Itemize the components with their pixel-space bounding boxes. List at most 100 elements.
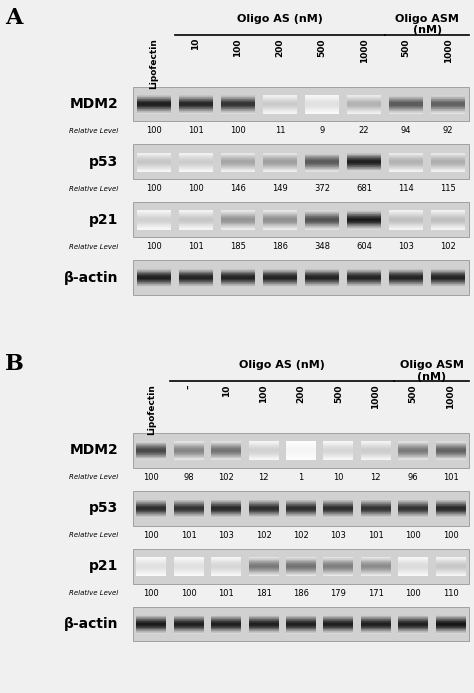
Bar [361,558,391,559]
Bar [249,456,279,457]
Bar [249,620,279,621]
Bar [347,218,381,219]
Bar [398,456,428,457]
Bar [305,277,339,278]
Bar [179,101,213,102]
Bar [174,452,204,453]
Bar [347,171,381,172]
Bar [174,499,204,500]
Bar [137,162,171,163]
Bar [221,95,255,96]
Bar [436,450,465,451]
Bar [431,223,465,224]
Bar [179,213,213,214]
Bar [286,566,316,567]
Bar [137,574,166,575]
Bar [436,565,465,566]
Bar [221,219,255,220]
Bar [361,511,391,512]
Text: MDM2: MDM2 [70,444,118,457]
Bar [174,570,204,571]
Bar [179,214,213,215]
Bar [174,512,204,513]
Bar [305,227,339,228]
Bar [347,109,381,110]
Bar [249,568,279,569]
Bar [389,104,423,105]
Bar [221,277,255,278]
Bar [436,444,465,445]
Bar [389,162,423,163]
Bar [137,631,166,632]
Bar [305,281,339,282]
Bar [436,620,465,621]
Bar [263,96,297,97]
Bar [361,566,391,567]
Bar [347,222,381,223]
Bar [431,280,465,281]
Text: Lipofectin: Lipofectin [149,38,158,89]
Bar [249,441,279,442]
Text: MDM2: MDM2 [70,97,118,111]
Bar [436,616,465,617]
Bar [347,98,381,99]
Bar [436,450,465,451]
Bar [286,622,316,623]
Bar [347,221,381,222]
Bar [286,511,316,512]
Bar [436,575,465,576]
Bar [431,215,465,216]
Bar [249,505,279,506]
Bar [263,216,297,217]
Bar [221,152,255,153]
Bar [249,517,279,518]
Bar [263,104,297,105]
Bar [286,620,316,621]
Bar [398,442,428,444]
Bar [263,270,297,271]
Bar [398,450,428,451]
Bar [249,625,279,626]
Bar [137,512,166,513]
Bar [263,220,297,221]
Bar [211,505,241,506]
Text: 115: 115 [440,184,456,193]
Bar [286,510,316,511]
Text: 500: 500 [401,38,410,57]
Bar [361,561,391,562]
Bar [211,443,241,444]
Bar [347,104,381,105]
Text: 100: 100 [144,588,159,597]
Bar [347,163,381,164]
Bar [137,228,171,229]
Bar [431,226,465,227]
Bar [323,615,353,616]
Bar [347,227,381,228]
Bar [398,517,428,518]
Bar [431,275,465,276]
Bar [174,569,204,570]
Bar [221,157,255,159]
Bar [249,512,279,513]
Bar [286,503,316,504]
Bar [137,441,166,442]
Bar [347,272,381,273]
Bar [174,620,204,621]
Bar [389,287,423,288]
Bar [137,274,171,275]
Bar [137,163,171,164]
Bar [361,502,391,503]
Bar [179,273,213,274]
Bar [137,615,166,616]
Bar [305,110,339,111]
Bar [436,515,465,516]
Bar [361,559,391,560]
Bar [398,509,428,510]
Bar [436,446,465,447]
Bar [133,145,469,179]
Bar [398,445,428,446]
Bar [221,218,255,219]
Bar [347,226,381,227]
Bar [137,113,171,114]
Bar [361,619,391,620]
